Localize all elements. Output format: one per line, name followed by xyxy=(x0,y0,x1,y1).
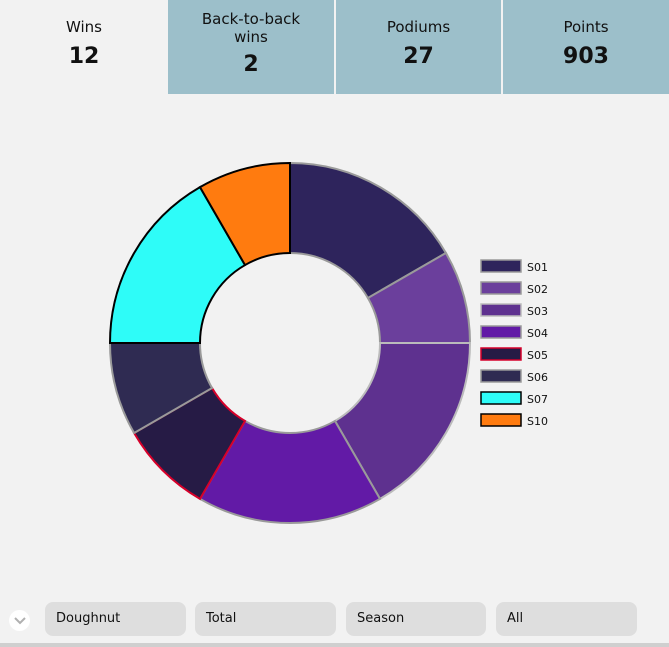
chart-controls: Doughnut Total Season All xyxy=(0,601,669,647)
legend-label: S06 xyxy=(527,371,548,384)
slice-s01[interactable] xyxy=(289,161,448,300)
slice-s04[interactable] xyxy=(198,419,382,524)
legend-label: S01 xyxy=(527,261,548,274)
legend-swatch xyxy=(480,259,522,273)
legend-item-s02[interactable]: S02 xyxy=(480,281,548,296)
legend-label: S04 xyxy=(527,327,548,340)
slice-s03[interactable] xyxy=(333,342,472,501)
stats-bar: Wins 12 Back-to-back wins 2 Podiums 27 P… xyxy=(0,0,669,94)
doughnut-chart: S01 S02 S03 S04 S05 S06 S07 S10 xyxy=(108,161,548,524)
legend-swatch xyxy=(480,303,522,317)
chart-type-select[interactable]: Doughnut xyxy=(45,602,186,636)
legend-label: S05 xyxy=(527,349,548,362)
legend-swatch xyxy=(480,369,522,383)
stat-back-to-back-label: Back-to-back wins xyxy=(201,10,301,46)
stat-wins: Wins 12 xyxy=(0,0,168,94)
legend-label: S10 xyxy=(527,415,548,428)
stat-wins-value: 12 xyxy=(68,44,100,69)
slice-s10[interactable] xyxy=(198,161,291,267)
stat-wins-label: Wins xyxy=(66,18,102,36)
measure-select[interactable]: Total xyxy=(195,602,336,636)
stat-points-value: 903 xyxy=(563,44,609,69)
legend-item-s05[interactable]: S05 xyxy=(480,347,548,362)
stat-podiums[interactable]: Podiums 27 xyxy=(336,0,501,94)
legend-item-s01[interactable]: S01 xyxy=(480,259,548,274)
legend-item-s04[interactable]: S04 xyxy=(480,325,548,340)
collapse-chevron-icon[interactable] xyxy=(9,610,30,631)
stat-points[interactable]: Points 903 xyxy=(503,0,669,94)
legend-item-s06[interactable]: S06 xyxy=(480,369,548,384)
stat-back-to-back[interactable]: Back-to-back wins 2 xyxy=(168,0,334,94)
legend-label: S03 xyxy=(527,305,548,318)
legend-swatch xyxy=(480,347,522,361)
slice-s07[interactable] xyxy=(108,185,247,344)
stat-back-to-back-value: 2 xyxy=(243,52,259,77)
legend-item-s07[interactable]: S07 xyxy=(480,391,548,406)
doughnut-slices xyxy=(108,161,472,524)
chart-legend: S01 S02 S03 S04 S05 S06 S07 S10 xyxy=(480,259,548,428)
legend-item-s10[interactable]: S10 xyxy=(480,413,548,428)
legend-swatch xyxy=(480,325,522,339)
stat-podiums-label: Podiums xyxy=(386,18,451,36)
group-by-select[interactable]: Season xyxy=(346,602,486,636)
bottom-divider xyxy=(0,643,669,647)
stat-points-label: Points xyxy=(563,18,609,36)
legend-swatch xyxy=(480,391,522,405)
legend-swatch xyxy=(480,281,522,295)
legend-swatch xyxy=(480,413,522,427)
filter-select[interactable]: All xyxy=(496,602,637,636)
legend-label: S07 xyxy=(527,393,548,406)
legend-item-s03[interactable]: S03 xyxy=(480,303,548,318)
legend-label: S02 xyxy=(527,283,548,296)
stat-podiums-value: 27 xyxy=(403,44,434,69)
